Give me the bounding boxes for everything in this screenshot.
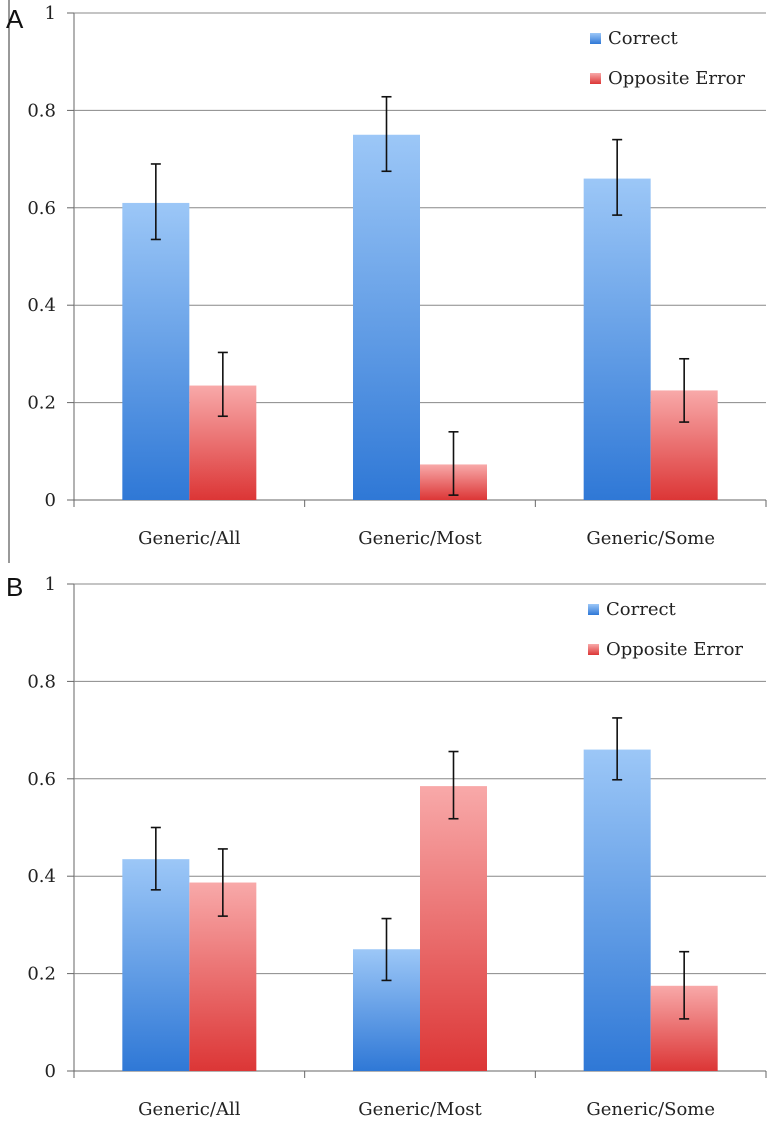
legend-swatch-correct xyxy=(588,604,599,615)
x-category-label: Generic/Some xyxy=(586,1099,715,1120)
x-category-label: Generic/Most xyxy=(358,1099,482,1120)
chart-b-svg: 0 0.2 0.4 0.6 0.8 1 Generic/All Generic/Most Gen… xyxy=(27,574,767,1120)
bar-correct xyxy=(583,178,651,500)
bar-correct xyxy=(583,749,651,1071)
legend-label-correct: Correct xyxy=(608,28,679,49)
x-category-label: Generic/Most xyxy=(358,528,482,549)
y-tick-label: 0.8 xyxy=(27,671,56,692)
legend-label-correct: Correct xyxy=(606,599,677,620)
y-tick-label: 0.4 xyxy=(27,866,56,887)
y-tick-label: 0.6 xyxy=(27,198,56,219)
panel-label-b: B xyxy=(6,572,24,602)
y-tick-label: 0 xyxy=(45,1061,56,1082)
chart-panel-b: 0 0.2 0.4 0.6 0.8 1 Generic/All Generic/Most Gen… xyxy=(0,568,771,1121)
chart-panel-a: 0 0.2 0.4 0.6 0.8 1 Generic/All Generic/Most Gen… xyxy=(6,0,767,563)
bar-correct xyxy=(122,202,190,500)
y-tick-label: 1 xyxy=(45,3,56,24)
y-tick-label: 0.4 xyxy=(27,295,56,316)
chart-a-svg: 0 0.2 0.4 0.6 0.8 1 Generic/All Generic/Most Gen… xyxy=(8,0,767,563)
y-tick-label: 0.8 xyxy=(27,100,56,121)
y-tick-label: 0.2 xyxy=(27,393,56,414)
panel-label-a: A xyxy=(6,4,24,34)
y-tick-label: 0 xyxy=(45,490,56,511)
y-tick-label: 0.6 xyxy=(27,769,56,790)
bar-correct xyxy=(122,859,190,1071)
legend-label-opposite-error: Opposite Error xyxy=(608,68,745,89)
y-tick-label: 1 xyxy=(45,574,56,595)
x-category-label: Generic/All xyxy=(138,1099,241,1120)
legend-swatch-correct xyxy=(590,33,601,44)
legend-swatch-opposite-error xyxy=(590,73,601,84)
legend-swatch-opposite-error xyxy=(588,644,599,655)
x-category-label: Generic/Some xyxy=(586,528,715,549)
x-category-label: Generic/All xyxy=(138,528,241,549)
bar-opposite-error xyxy=(420,786,487,1071)
bar-correct xyxy=(353,134,420,500)
legend-label-opposite-error: Opposite Error xyxy=(606,639,743,660)
y-tick-label: 0.2 xyxy=(27,964,56,985)
